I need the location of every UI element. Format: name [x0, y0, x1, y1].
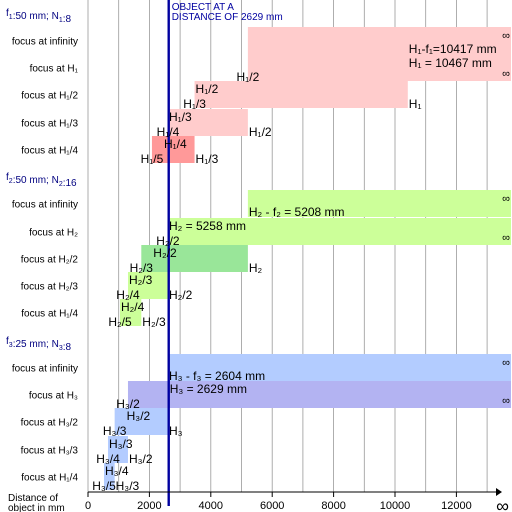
row-label: focus at H₃/2	[21, 418, 79, 429]
bar-label: H₃ - f₃ = 2604 mm	[169, 369, 265, 383]
object-label: OBJECT AT A	[172, 2, 235, 13]
bar-label: H₃/2	[127, 409, 151, 423]
labels: f1:50 mm; N1:8 focus at infinity ∞ H₁-f₁=10…	[6, 2, 510, 493]
bar-label: H₃/3	[109, 437, 133, 451]
depth-bar	[114, 408, 168, 435]
row-label: focus at H₂/3	[21, 282, 79, 293]
bar-label: ∞	[502, 357, 510, 369]
depth-bar	[167, 354, 511, 381]
bar-label: H₁/2	[196, 82, 219, 96]
bar-label: H₂	[249, 261, 263, 275]
tick-label: 4000	[199, 500, 223, 512]
depth-bar	[141, 245, 248, 272]
tick-label: 0	[85, 500, 91, 512]
x-axis: 0 2000 4000 6000 8000 10000 12000 ∞ Distance ofo…	[8, 488, 509, 512]
bar-label: ∞	[502, 193, 510, 205]
depth-bar	[194, 81, 408, 108]
tick-label: 12000	[441, 500, 472, 512]
bar-label: H₃/4	[105, 464, 129, 478]
depth-bar	[119, 299, 142, 326]
bar-label: H₃/3	[103, 424, 127, 438]
bar-label: H₁-f₁=10417 mm	[409, 42, 497, 56]
group-header: f1:50 mm; N1:8	[6, 8, 71, 25]
depth-bar	[107, 436, 128, 463]
bar-label: H₁/3	[169, 110, 192, 124]
depth-bar	[247, 190, 511, 217]
bar-label: H₁/4	[164, 137, 187, 151]
bar-label: H₁	[409, 97, 422, 111]
depth-bar	[127, 272, 168, 299]
tick-label: 10000	[380, 500, 411, 512]
row-label: focus at H₁/4	[21, 146, 78, 157]
axis-title: Distance of	[8, 493, 58, 504]
bar-label: H₂/3	[142, 315, 166, 329]
row-label: focus at infinity	[12, 364, 78, 375]
depth-bar	[247, 27, 511, 54]
depth-bar	[103, 463, 115, 490]
bar-label: ∞	[502, 30, 510, 42]
tick-label: 6000	[260, 500, 284, 512]
bar-label: H₃/5	[92, 479, 116, 493]
row-label: focus at H₁	[30, 64, 79, 75]
group-header: f2:50 mm; N2:16	[6, 172, 77, 189]
bar-label: H₁/2	[237, 70, 260, 84]
row-label: focus at H₁/2	[21, 91, 78, 102]
row-label: focus at H₃	[29, 391, 78, 402]
depth-of-field-bars	[103, 27, 511, 490]
bar-label: ∞	[502, 395, 510, 407]
bar-label: H₂/4	[121, 300, 145, 314]
depth-bar	[151, 136, 195, 163]
axis-title: object in mm	[8, 503, 65, 512]
tick-label: 2000	[137, 500, 161, 512]
infinity-label: ∞	[496, 496, 509, 512]
bar-label: H₁/2	[249, 125, 272, 139]
bar-label: H₁/3	[183, 97, 206, 111]
bar-label: H₂/2	[156, 234, 180, 248]
row-label: focus at H₃/3	[21, 446, 79, 457]
bar-label: H₂/4	[116, 288, 140, 302]
bar-label: H₂/3	[130, 261, 154, 275]
bar-label: ∞	[502, 232, 510, 244]
row-label: focus at infinity	[12, 200, 78, 211]
object-label: DISTANCE OF 2629 mm	[172, 12, 283, 23]
group-header: f3:25 mm; N3:8	[6, 336, 71, 353]
bar-label: H₂/2	[169, 288, 193, 302]
bar-label: H₂/3	[129, 273, 153, 287]
axis-arrow	[496, 488, 502, 496]
bar-label: H₁ = 10467 mm	[409, 56, 492, 70]
bar-label: H₂/2	[153, 246, 177, 260]
bar-label: H₁/4	[157, 125, 180, 139]
depth-bar	[247, 54, 511, 81]
bar-label: H₁/3	[196, 152, 219, 166]
depth-bar	[167, 218, 511, 245]
bar-label: H₃/4	[96, 452, 120, 466]
depth-bar	[167, 109, 248, 136]
row-label: focus at H₁/4	[21, 473, 78, 484]
bar-label: H₃/3	[116, 479, 140, 493]
bar-label: H₃/2	[129, 452, 153, 466]
depth-bar	[127, 381, 511, 408]
row-label: focus at H₂	[29, 228, 78, 239]
bar-label: H₃ = 2629 mm	[170, 382, 247, 396]
row-label: focus at H₂/2	[21, 255, 79, 266]
bar-label: H₂ = 5258 mm	[169, 219, 246, 233]
bar-label: H₂/5	[108, 315, 132, 329]
bar-label: ∞	[502, 68, 510, 80]
bar-label: H₃/2	[116, 397, 140, 411]
bar-label: H₃	[169, 424, 183, 438]
tick-label: 8000	[321, 500, 345, 512]
row-label: focus at infinity	[12, 37, 78, 48]
bar-label: H₁/5	[141, 152, 164, 166]
row-label: focus at H₁/3	[21, 119, 78, 130]
row-label: focus at H₁/4	[21, 309, 78, 320]
bar-label: H₂ - f₂ = 5208 mm	[249, 205, 345, 219]
